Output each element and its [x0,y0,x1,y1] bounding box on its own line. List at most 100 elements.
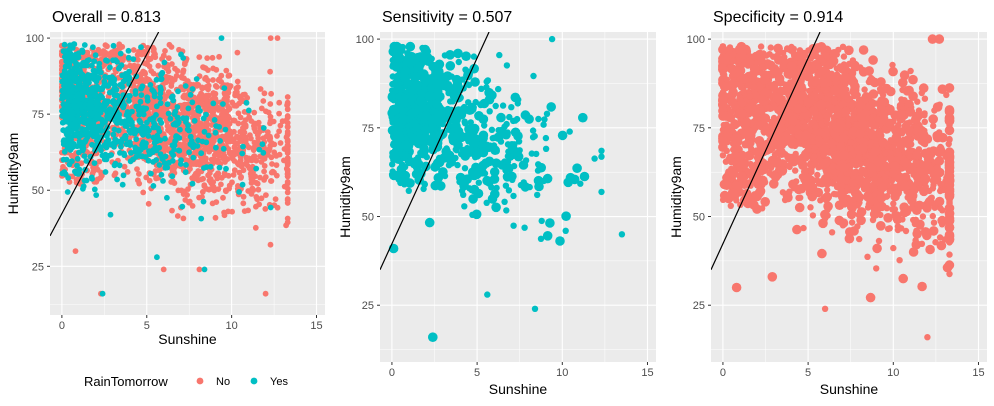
point-no [215,186,222,193]
point-yes [534,167,542,174]
point-yes [504,141,512,148]
point-yes [137,153,144,160]
point-no [212,157,219,164]
point-yes [436,154,443,162]
point-no [928,114,938,124]
point-no [241,208,248,215]
point-no [257,86,264,92]
point-yes [496,112,506,123]
point-no [251,125,258,132]
point-no [144,88,151,95]
point-yes [566,128,573,135]
point-yes [69,111,76,118]
point-yes [142,154,149,160]
point-no [790,50,797,57]
point-yes [471,150,482,160]
point-no [794,202,805,213]
point-yes [512,150,519,157]
point-yes [153,147,160,154]
point-yes [83,158,90,164]
point-yes [96,69,102,75]
point-no [152,54,159,61]
point-yes [417,149,424,157]
y-axis-label: Humidity9am [5,133,21,215]
point-yes [411,118,418,126]
point-no [177,141,183,148]
point-yes [161,59,168,66]
point-no [216,53,223,60]
point-yes [531,132,538,140]
point-yes [510,192,517,200]
point-no [261,168,267,175]
point-no [833,51,840,58]
point-no [221,172,228,179]
point-yes [462,174,473,184]
point-no [898,77,908,88]
point-no [242,160,249,167]
point-yes [126,127,133,134]
point-yes [428,144,438,155]
point-yes [211,117,218,123]
point-no [168,75,175,82]
point-no [284,130,291,137]
point-no [763,52,770,59]
point-no [267,35,274,41]
point-no [199,85,206,92]
point-yes [506,113,513,121]
point-yes [176,135,183,141]
point-no [196,194,203,201]
point-yes [80,74,87,80]
point-yes [236,189,243,195]
point-no [888,66,898,77]
point-yes [521,224,528,231]
point-no [141,78,147,85]
point-yes [496,51,503,59]
point-yes [453,106,464,116]
points-layer [387,35,626,343]
point-yes [577,180,584,187]
point-yes [107,211,114,218]
point-yes [483,199,490,206]
point-no [226,115,233,122]
point-no [229,179,235,186]
point-yes [578,112,588,123]
point-yes [505,187,513,194]
x-tick-label: 10 [887,367,899,379]
point-no [135,177,141,184]
point-no [180,191,187,198]
point-no [896,257,903,264]
point-no [807,204,814,211]
point-yes [256,146,263,153]
point-yes [72,75,79,82]
point-yes [468,146,475,154]
point-no [210,90,217,97]
point-no [936,240,947,251]
point-yes [529,127,537,134]
point-yes [531,305,539,312]
point-yes [470,77,480,87]
point-yes [461,51,471,61]
point-yes [157,94,163,101]
point-yes [81,117,88,124]
point-yes [142,130,148,137]
point-yes [410,102,417,109]
point-no [254,180,261,187]
point-no [102,42,109,48]
point-no [919,213,927,220]
point-no [205,82,212,89]
point-yes [61,137,67,144]
point-yes [175,119,182,125]
point-no [284,185,291,192]
point-yes [415,52,426,62]
point-no [187,81,194,88]
point-yes [92,52,99,59]
point-no [137,71,144,78]
point-no [269,161,275,167]
point-yes [90,67,97,74]
point-no [186,199,192,206]
point-yes [112,118,119,125]
point-no [276,99,283,106]
point-no [262,290,269,297]
y-tick-label: 25 [362,300,374,312]
point-yes [212,129,219,136]
